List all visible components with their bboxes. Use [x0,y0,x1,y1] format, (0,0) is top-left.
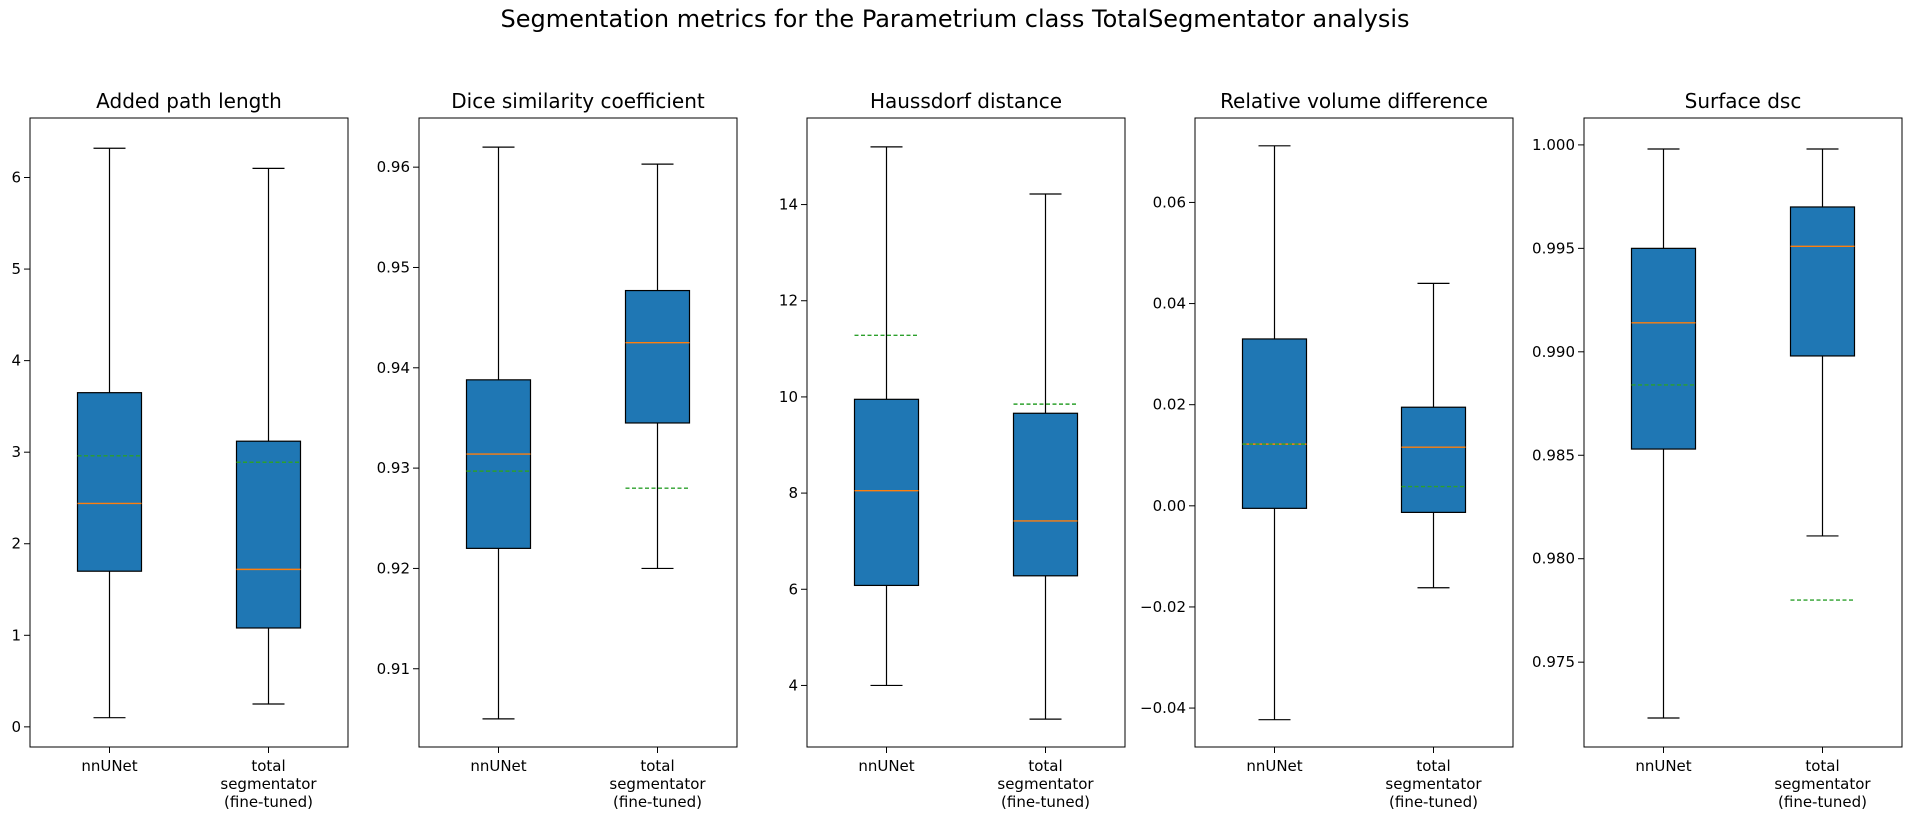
axes-frame [1583,117,1903,748]
x-tick-label: total segmentator (fine-tuned) [1385,757,1482,811]
y-tick-label: 5 [11,260,21,278]
y-tick-label: 6 [788,580,798,598]
panel-title: Dice similarity coefficient [451,89,705,113]
axes-frame [1194,117,1514,748]
panel-4: Relative volume difference −0.04 −0.02 0.00… [1140,89,1514,811]
panel-title: Added path length [96,89,282,113]
y-tick-label: 0.04 [1153,295,1186,313]
x-tick-label: nnUNet [470,757,526,775]
x-tick-label: total segmentator (fine-tuned) [997,757,1094,811]
y-tick-label: −0.04 [1140,699,1186,717]
y-tick-label: 0.06 [1153,193,1186,211]
y-tick-label: 4 [788,676,798,694]
panel-title: Relative volume difference [1220,89,1488,113]
y-tick-label: 4 [11,352,21,370]
panel-3: Haussdorf distance 4 6 8 10 12 14 nnUNet total se… [779,89,1126,811]
y-tick-label: 0.995 [1532,239,1575,257]
y-tick-label: 1 [11,626,21,644]
x-tick-label: nnUNet [81,757,137,775]
y-tick-label: 0.94 [377,359,410,377]
panel-2: Dice similarity coefficient 0.91 0.92 0.93 0… [377,89,738,811]
y-tick-label: 0.980 [1532,550,1575,568]
y-tick-label: 6 [11,169,21,187]
iqr-box [853,398,920,587]
iqr-box [1630,247,1697,450]
y-tick-label: 0.00 [1153,497,1186,515]
y-tick-label: 3 [11,443,21,461]
iqr-box [1789,206,1856,357]
x-tick-label: total segmentator (fine-tuned) [220,757,317,811]
y-tick-label: 0.91 [377,660,410,678]
y-tick-label: 0.975 [1532,653,1575,671]
y-tick-label: 0 [11,718,21,736]
iqr-box [235,440,302,629]
iqr-box [1012,412,1079,577]
x-tick-label: nnUNet [1635,757,1691,775]
axes-frame [418,117,738,748]
y-tick-label: 1.000 [1532,136,1575,154]
y-tick-label: 14 [779,196,798,214]
y-tick-label: 10 [779,388,798,406]
x-tick-label: nnUNet [858,757,914,775]
y-tick-label: 12 [779,292,798,310]
panel-1: Added path length 0 1 2 3 4 5 6 nnUNet total segme… [11,89,349,811]
iqr-box [76,392,143,572]
y-tick-label: 0.92 [377,559,410,577]
y-tick-label: 0.990 [1532,343,1575,361]
panel-title: Surface dsc [1685,89,1802,113]
iqr-box [1400,406,1467,513]
x-tick-label: total segmentator (fine-tuned) [609,757,706,811]
y-tick-label: 8 [788,484,798,502]
x-tick-label: total segmentator (fine-tuned) [1774,757,1871,811]
y-tick-label: 0.96 [377,158,410,176]
panel-title: Haussdorf distance [870,89,1062,113]
axes-frame [806,117,1126,748]
y-tick-label: 0.95 [377,258,410,276]
axes-frame [29,117,349,748]
iqr-box [465,379,532,549]
iqr-box [624,289,691,424]
y-tick-label: 2 [11,535,21,553]
y-tick-label: 0.93 [377,459,410,477]
x-tick-label: nnUNet [1246,757,1302,775]
panel-5: Surface dsc 0.975 0.980 0.985 0.990 0.995 1.00… [1532,89,1903,811]
iqr-box [1241,338,1308,509]
figure-title: Segmentation metrics for the Parametrium… [500,5,1410,33]
y-tick-label: 0.02 [1153,396,1186,414]
y-tick-label: 0.985 [1532,446,1575,464]
y-tick-label: −0.02 [1140,598,1186,616]
